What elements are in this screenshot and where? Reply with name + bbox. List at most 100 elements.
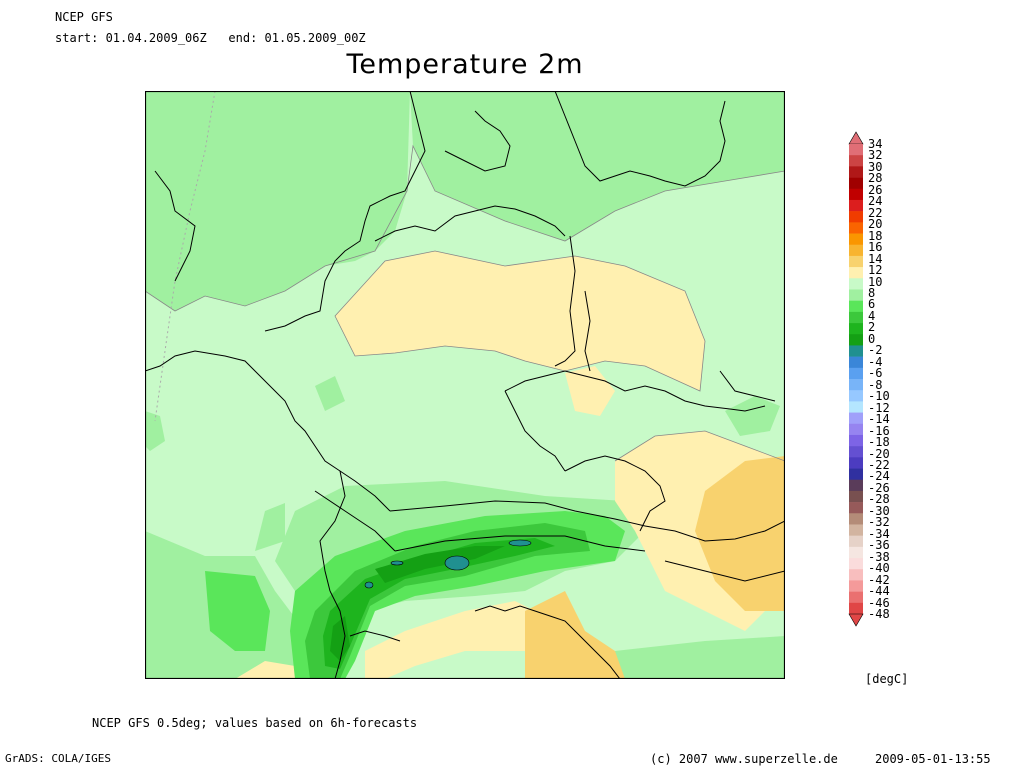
legend-swatch	[849, 244, 863, 257]
legend-label: -40	[868, 561, 890, 576]
legend-swatch	[849, 546, 863, 559]
legend-swatch	[849, 423, 863, 436]
chart-title: Temperature 2m	[346, 49, 584, 80]
legend-swatch	[849, 524, 863, 536]
legend-label: 0	[868, 331, 876, 346]
legend-label: -42	[868, 572, 890, 587]
legend-label: -2	[868, 343, 883, 358]
field-0-2	[330, 546, 505, 661]
legend-label: 4	[868, 308, 876, 323]
legend-label: -34	[868, 526, 890, 541]
legend-swatch	[849, 379, 863, 391]
legend-label: 6	[868, 297, 876, 312]
contour-lines	[145, 144, 785, 462]
legend-swatch	[849, 166, 863, 178]
legend-swatch	[849, 580, 863, 592]
legend-label: -48	[868, 607, 890, 621]
legend-label: -44	[868, 584, 890, 599]
temperature-map	[145, 91, 785, 679]
legend-swatch	[849, 278, 863, 290]
legend-label: -28	[868, 492, 890, 507]
legend-swatch	[849, 311, 863, 324]
map-frame	[145, 91, 785, 679]
legend-label: -26	[868, 480, 890, 495]
legend-swatch	[849, 367, 863, 380]
legend-label: -6	[868, 366, 883, 381]
unit-label: [degC]	[865, 672, 909, 686]
legend-label: 10	[868, 274, 883, 289]
legend-label: -38	[868, 549, 890, 564]
legend-label: 2	[868, 320, 876, 335]
legend-swatch	[849, 289, 863, 301]
legend-swatch	[849, 446, 863, 458]
legend-swatch	[849, 490, 863, 503]
legend-label: -14	[868, 412, 890, 427]
legend-swatch	[849, 457, 863, 469]
legend-swatch	[849, 334, 863, 346]
legend-label: -20	[868, 446, 890, 461]
coastlines-borders	[145, 91, 785, 679]
legend-label: -32	[868, 515, 890, 530]
legend-swatch	[849, 401, 863, 413]
legend-swatch	[849, 513, 863, 525]
legend-label: 20	[868, 217, 883, 232]
legend-label: 30	[868, 159, 883, 174]
legend-label: -8	[868, 377, 883, 392]
legend-label: 18	[868, 228, 883, 243]
legend-label: -18	[868, 435, 890, 450]
model-name: NCEP GFS	[55, 10, 113, 24]
legend-label: -22	[868, 457, 890, 472]
legend-label: 16	[868, 240, 883, 255]
legend-swatch	[849, 177, 863, 190]
legend-swatch	[849, 390, 863, 402]
color-legend	[848, 131, 864, 627]
legend-swatch	[849, 188, 863, 201]
legend-swatch	[849, 233, 863, 246]
legend-swatch	[849, 211, 863, 223]
legend-label: -36	[868, 538, 890, 553]
legend-swatch	[849, 255, 863, 268]
data-source-note: NCEP GFS 0.5deg; values based on 6h-fore…	[92, 716, 418, 730]
field-14-16	[525, 456, 785, 679]
legend-swatch	[849, 558, 863, 570]
legend-label: -46	[868, 595, 890, 610]
legend-swatch	[849, 199, 863, 212]
legend-label: -4	[868, 354, 883, 369]
legend-label: -12	[868, 400, 890, 415]
legend-swatch	[849, 591, 863, 604]
legend-label: 26	[868, 182, 883, 197]
legend-bottom-arrow	[848, 613, 864, 627]
legend-label: 12	[868, 263, 883, 278]
legend-label: 14	[868, 251, 883, 266]
legend-swatch	[849, 345, 863, 357]
legend-swatch	[849, 434, 863, 447]
legend-swatch	[849, 144, 863, 156]
legend-label: 32	[868, 148, 883, 163]
legend-label: 24	[868, 194, 883, 209]
legend-swatch	[849, 468, 863, 481]
legend-label: 28	[868, 171, 883, 186]
legend-swatch	[849, 479, 863, 492]
legend-swatch	[849, 602, 863, 615]
legend-label: -30	[868, 503, 890, 518]
legend-label: -16	[868, 423, 890, 438]
grads-credit: GrADS: COLA/IGES	[5, 752, 111, 765]
legend-swatch	[849, 155, 863, 167]
legend-label: 34	[868, 137, 883, 151]
dotted-meridian	[154, 91, 216, 422]
legend-swatch	[849, 412, 863, 425]
field-below-zero	[364, 539, 532, 589]
legend-swatch	[849, 222, 863, 234]
legend-label: -10	[868, 389, 890, 404]
legend-label: 22	[868, 205, 883, 220]
copyright: (c) 2007 www.superzelle.de	[650, 752, 838, 766]
legend-swatch	[849, 323, 863, 335]
legend-swatch	[849, 356, 863, 369]
forecast-period: start: 01.04.2009_06Z end: 01.05.2009_00…	[55, 31, 366, 45]
legend-label: -24	[868, 469, 890, 484]
legend-swatch	[849, 569, 863, 581]
legend-swatch	[849, 502, 863, 514]
legend-top-arrow	[848, 131, 864, 145]
legend-swatch	[849, 267, 863, 279]
legend-swatch	[849, 535, 863, 548]
